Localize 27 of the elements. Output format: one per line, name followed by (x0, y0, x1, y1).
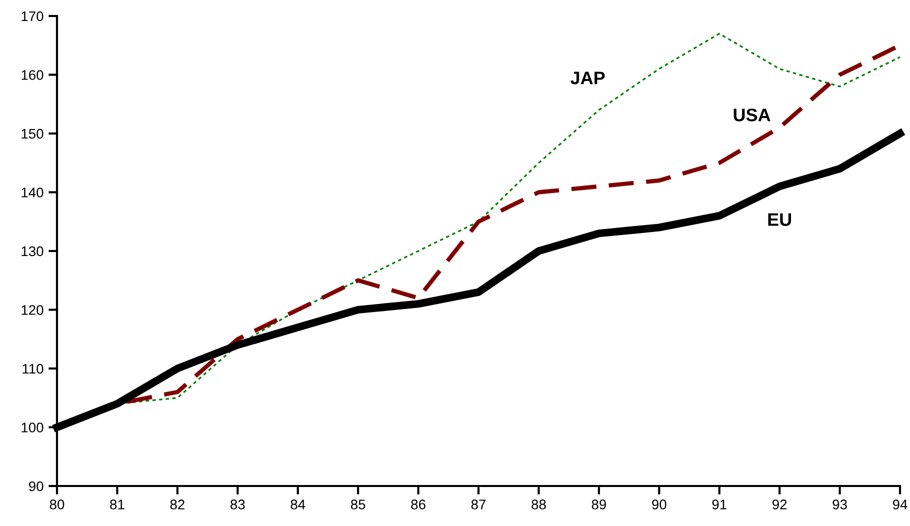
y-tick-label: 120 (22, 305, 44, 315)
x-tick-label: 83 (230, 500, 245, 510)
x-tick-label: 87 (471, 500, 486, 510)
y-tick-label: 170 (22, 11, 44, 22)
series-label: EU (768, 213, 792, 226)
y-tick-label: 130 (22, 246, 44, 256)
series-label: USA (734, 108, 770, 122)
y-tick-label: 110 (22, 364, 44, 374)
x-tick-label: 90 (652, 500, 666, 510)
x-tick-label: 94 (892, 500, 908, 510)
x-tick-label: 91 (712, 500, 726, 510)
x-tick-label: 80 (50, 500, 64, 510)
y-tick-label: 160 (22, 70, 44, 80)
y-tick-label: 140 (22, 188, 44, 198)
y-tick-label: 100 (22, 422, 44, 432)
x-tick-label: 84 (290, 500, 306, 510)
x-tick-label: 86 (411, 500, 426, 510)
x-tick-label: 92 (772, 500, 787, 510)
x-tick-label: 89 (592, 500, 606, 510)
y-tick-label: 90 (29, 481, 44, 492)
x-tick-label: 81 (110, 500, 124, 510)
x-tick-label: 85 (350, 500, 366, 510)
x-tick-label: 93 (832, 500, 847, 510)
x-tick-label: 88 (532, 500, 546, 510)
y-tick-label: 150 (22, 128, 44, 139)
series-label: JAP (570, 72, 605, 84)
x-tick-label: 82 (170, 500, 184, 510)
